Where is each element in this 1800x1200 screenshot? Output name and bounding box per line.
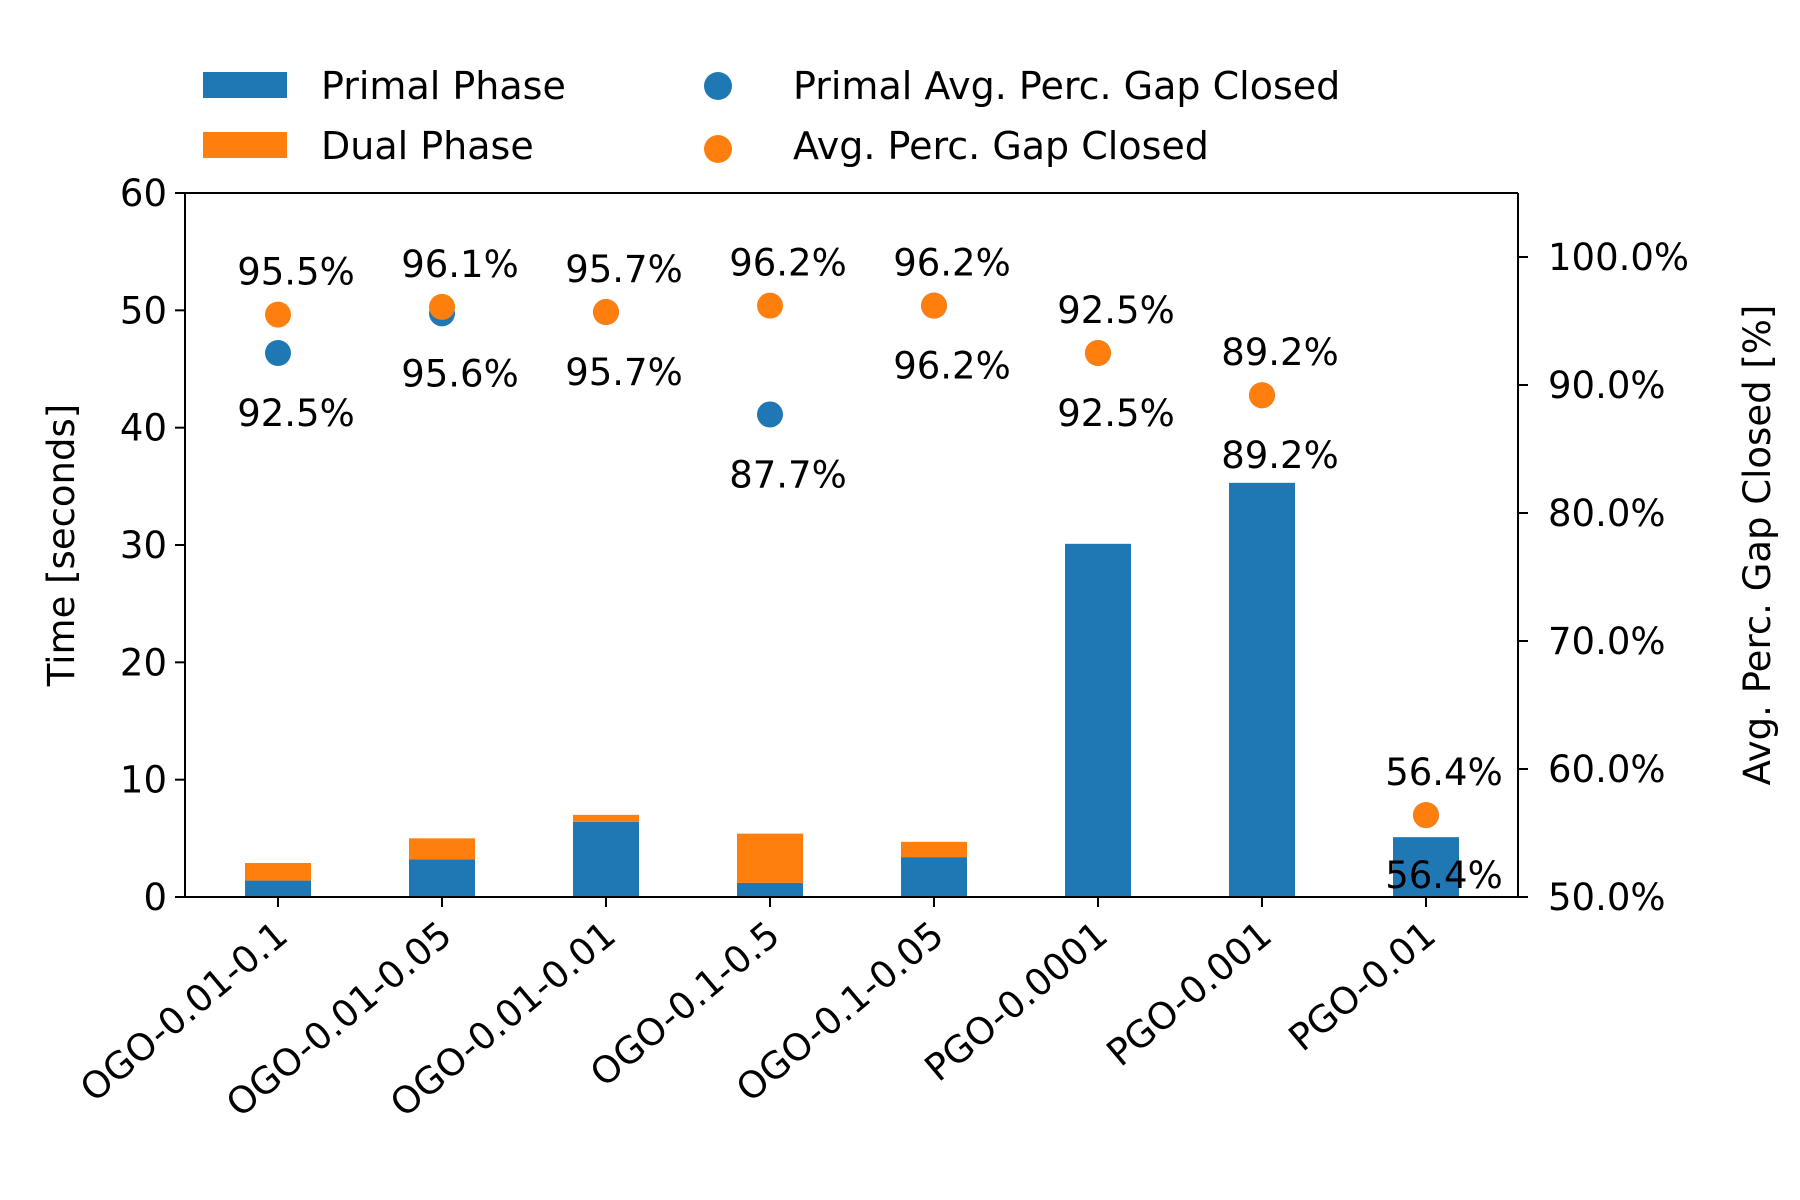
avg-gap-value-label: 95.7% (565, 248, 683, 291)
legend-swatch-dual-phase (203, 132, 287, 158)
left-tick-label: 10 (120, 759, 167, 802)
right-tick-label: 100.0% (1548, 236, 1689, 279)
points-layer: 95.5% 92.5% 96.1% 95.6% 95.7% 95.7% 96.2% 87.7%… (237, 242, 1503, 897)
primal-gap-value-label: 87.7% (729, 453, 847, 496)
axes-layer: 0 10 20 30 40 50 60 50.0% 60.0% 70.0% 80.0% 90.0% 10… (40, 172, 1779, 1126)
primal-gap-value-label: 96.2% (893, 345, 1011, 388)
legend-marker-avg-gap (704, 135, 732, 163)
left-tick-label: 0 (143, 876, 167, 919)
x-tick-label: PGO-0.001 (1099, 913, 1280, 1075)
right-tick-label: 80.0% (1548, 492, 1666, 535)
avg-gap-value-label: 96.2% (729, 242, 847, 285)
avg-gap-value-label: 92.5% (1057, 289, 1175, 332)
right-tick-label: 90.0% (1548, 364, 1666, 407)
dual-phase-bar (573, 814, 639, 822)
primal-gap-point (757, 401, 783, 428)
legend-label-primal-gap: Primal Avg. Perc. Gap Closed (793, 64, 1340, 108)
primal-phase-bar (573, 821, 639, 897)
avg-gap-point (757, 292, 783, 319)
legend-marker-primal-gap (704, 72, 732, 100)
primal-gap-value-label: 92.5% (237, 392, 355, 435)
x-tick-label: PGO-0.01 (1281, 913, 1444, 1060)
primal-phase-bar (901, 857, 967, 897)
avg-gap-value-label: 89.2% (1221, 331, 1339, 374)
primal-gap-value-label: 89.2% (1221, 434, 1339, 477)
left-tick-label: 60 (120, 172, 167, 215)
right-tick-label: 50.0% (1548, 876, 1666, 919)
primal-phase-bar (409, 859, 475, 897)
avg-gap-point (1249, 382, 1275, 409)
avg-gap-point (1085, 340, 1111, 366)
left-tick-label: 40 (120, 407, 167, 450)
dual-phase-bar (409, 838, 475, 860)
primal-gap-value-label: 95.7% (565, 351, 683, 394)
avg-gap-point (1413, 802, 1439, 829)
legend-label-avg-gap: Avg. Perc. Gap Closed (793, 124, 1209, 168)
bars-layer (245, 482, 1459, 897)
primal-phase-bar (1229, 482, 1295, 897)
dual-phase-bar (901, 841, 967, 858)
avg-gap-point (429, 293, 455, 320)
avg-gap-value-label: 56.4% (1385, 751, 1503, 794)
avg-gap-value-label: 95.5% (237, 251, 355, 294)
primal-phase-bar (245, 880, 311, 897)
y2-axis-title: Avg. Perc. Gap Closed [%] (1736, 305, 1779, 786)
primal-phase-bar (1393, 837, 1459, 897)
primal-gap-value-label: 95.6% (401, 352, 519, 395)
dual-phase-bar (737, 833, 803, 883)
legend: Primal Phase Dual Phase Primal Avg. Perc. … (203, 64, 1340, 168)
left-tick-label: 30 (120, 524, 167, 567)
y-axis-title: Time [seconds] (40, 404, 83, 687)
dual-phase-bar (245, 862, 311, 881)
avg-gap-point (921, 292, 947, 319)
primal-phase-bar (1065, 543, 1131, 897)
left-tick-label: 50 (120, 289, 167, 332)
avg-gap-value-label: 96.2% (893, 242, 1011, 285)
left-tick-label: 20 (120, 641, 167, 684)
legend-label-dual-phase: Dual Phase (321, 124, 534, 168)
primal-gap-point (265, 340, 291, 366)
primal-gap-value-label: 56.4% (1385, 854, 1503, 897)
legend-swatch-primal-phase (203, 72, 287, 98)
avg-gap-value-label: 96.1% (401, 243, 519, 286)
primal-phase-bar (737, 882, 803, 897)
primal-gap-value-label: 92.5% (1057, 392, 1175, 435)
avg-gap-point (593, 299, 619, 326)
right-tick-label: 70.0% (1548, 620, 1666, 663)
avg-gap-point (265, 301, 291, 328)
legend-label-primal-phase: Primal Phase (321, 64, 566, 108)
x-tick-label: PGO-0.0001 (917, 913, 1116, 1090)
right-tick-label: 60.0% (1548, 748, 1666, 791)
